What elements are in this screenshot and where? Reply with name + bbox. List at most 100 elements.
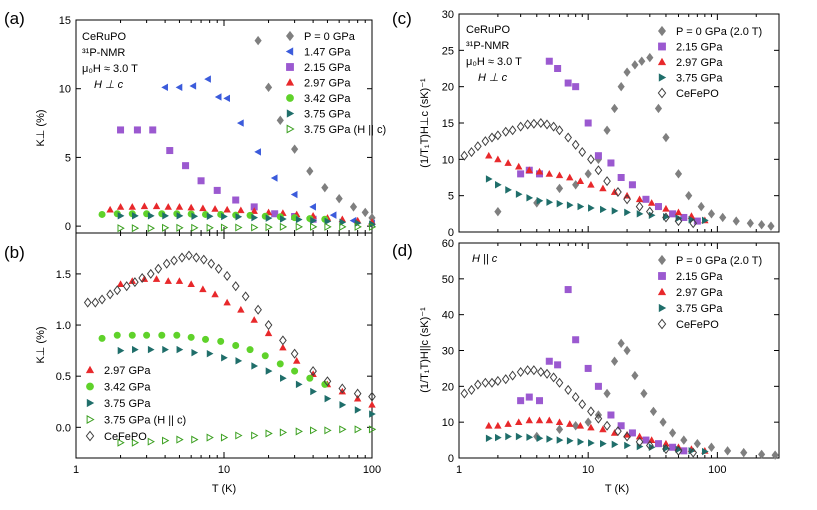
data-point [584,364,592,372]
xtick-label: 1 [73,464,79,476]
legend-label: 3.75 GPa [676,303,723,315]
data-point [291,367,299,375]
panel-c-legend: P = 0 GPa (2.0 T) 2.15 GPa 2.97 GPa 3.75 GP… [657,25,762,100]
ytick-label: 20 [442,381,454,393]
data-point [235,431,243,440]
data-point [170,255,178,266]
data-point [588,204,595,212]
data-point [623,67,631,77]
data-point [485,175,493,183]
data-point [306,166,314,176]
data-point [566,173,574,181]
ytick-label: 0 [448,227,454,239]
data-point [211,205,219,212]
data-point [617,338,625,349]
legend-marker [286,63,294,71]
data-point [689,447,698,458]
data-point [235,357,243,365]
data-point [254,304,262,315]
data-point [526,433,534,441]
legend-marker [86,398,95,408]
data-point [185,250,193,261]
panel-d-legend: P = 0 GPa (2.0 T) 2.15 GPa 2.97 GPa 3.75 GP… [657,254,762,331]
data-point [697,201,705,212]
data-point [133,126,141,134]
legend-label: 2.15 GPa [676,42,723,54]
data-point [264,320,273,331]
data-point [147,345,155,354]
data-point [495,181,502,189]
data-point [645,440,654,451]
panel-c-ylabel: (1/T₁T)H⊥c (sK)⁻¹ [419,78,431,168]
data-point [324,217,332,226]
data-point [758,220,766,230]
data-point [504,420,512,427]
data-point [250,316,258,323]
data-point [339,401,347,409]
data-point [467,147,476,158]
data-point [295,222,303,231]
ytick-label: 10 [442,417,454,429]
legend-marker [286,30,294,42]
data-point [515,432,523,441]
legend-label: 3.42 GPa [304,93,351,105]
data-point [546,198,554,206]
data-point [206,212,214,220]
data-point [265,214,273,222]
data-point [746,218,754,228]
data-point [481,377,490,388]
data-point [501,126,510,137]
legend-marker [658,25,666,37]
data-point [564,384,573,395]
data-point [187,280,195,287]
data-point [176,212,184,220]
data-point [659,417,667,427]
legend-marker [286,94,294,102]
panel-d: (d) (1/T₁T)H||c (sK)⁻¹ T (K) H || c 0 10 2… [392,238,780,495]
data-point [176,345,184,354]
data-point [254,35,262,46]
data-point [162,436,170,445]
panel-d-marks [460,286,779,460]
legend-marker [285,47,294,56]
panel-b-xlabel: T (K) [212,483,236,495]
data-point [594,152,602,160]
data-point [536,434,544,443]
data-point [191,212,199,220]
data-point [599,184,607,192]
data-point [584,169,592,179]
data-point [617,174,625,182]
data-point [310,222,318,231]
data-point [701,216,709,225]
data-point [680,435,688,445]
ytick-label: 0.5 [56,371,71,383]
legend-label: 3.75 GPa [104,398,151,410]
data-point [587,423,595,431]
data-point [192,252,201,263]
data-point [131,438,140,447]
data-point [189,82,197,90]
data-point [545,170,554,177]
data-point [515,190,523,198]
ytick-label: 60 [442,238,454,250]
data-point [290,348,299,359]
data-point [504,159,512,166]
data-point [147,224,155,233]
data-point [138,272,147,284]
legend-marker [86,382,94,391]
data-point [610,103,619,114]
data-point [187,203,195,211]
panel-b: (b) K⊥ (%) T (K) 0.0 0.5 1.0 1.5 1 10 100 2.9… [4,232,381,495]
data-point [614,187,622,198]
data-point [338,383,347,394]
data-point [674,445,683,456]
data-point [501,374,510,385]
data-point [649,406,658,417]
data-point [122,281,131,292]
data-point [578,399,587,410]
legend-marker [657,87,667,99]
data-point [232,341,240,349]
data-point [162,223,170,232]
panel-c-annotation-compound: CeRuPO [466,24,510,36]
